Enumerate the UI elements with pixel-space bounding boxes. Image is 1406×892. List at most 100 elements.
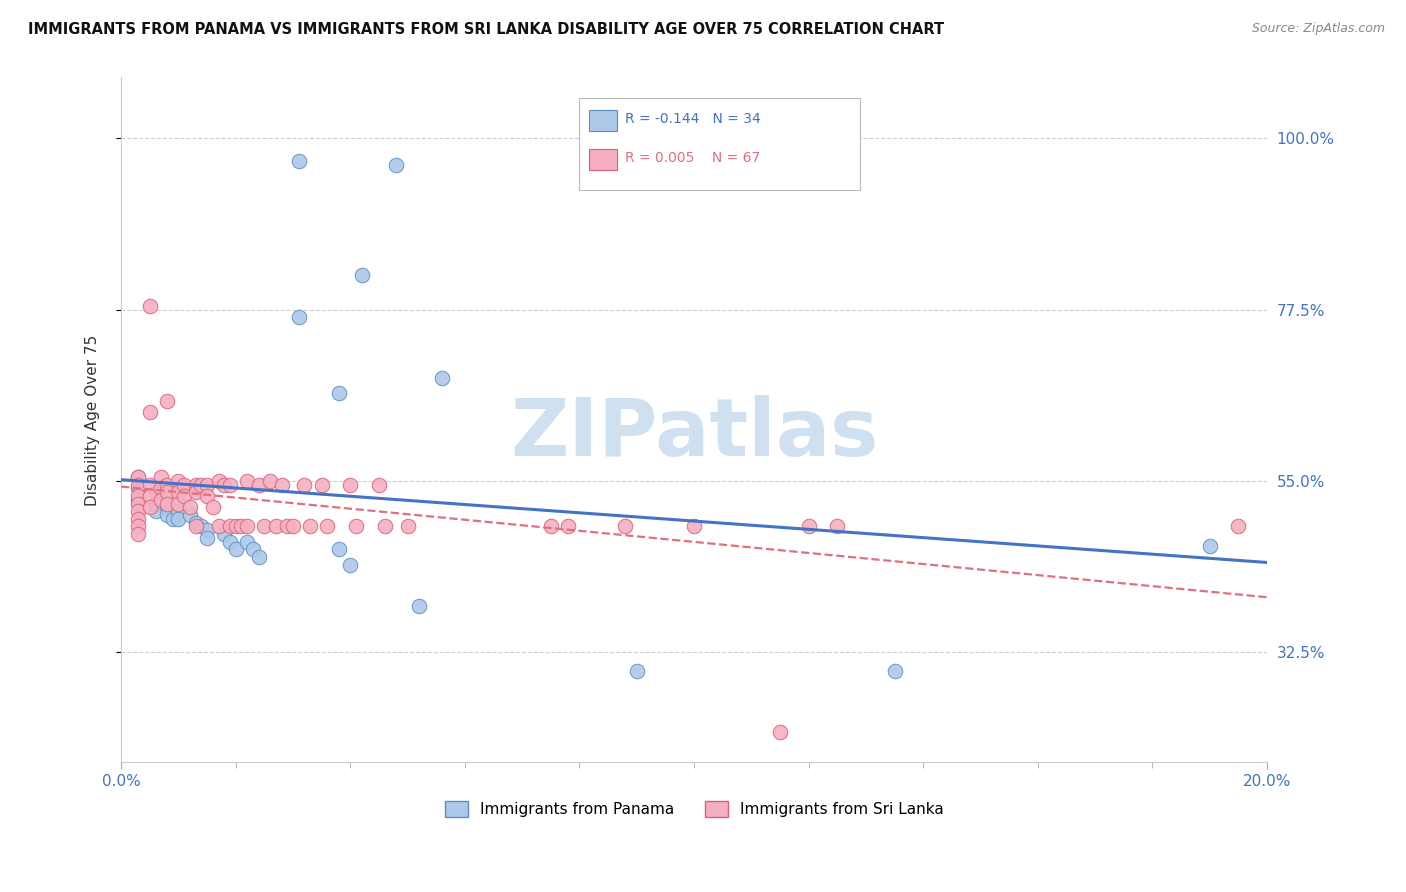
Point xyxy=(797,519,820,533)
Point xyxy=(139,500,162,515)
Point xyxy=(276,519,298,533)
Point xyxy=(374,519,396,533)
Point xyxy=(1198,539,1220,553)
Point xyxy=(156,497,179,511)
Point xyxy=(156,393,179,408)
Point xyxy=(270,477,292,491)
FancyBboxPatch shape xyxy=(589,111,617,131)
Point xyxy=(827,519,849,533)
Point xyxy=(139,477,162,491)
Point xyxy=(139,405,162,419)
Point xyxy=(173,489,195,503)
Point xyxy=(328,386,350,401)
Point xyxy=(156,485,179,500)
Point xyxy=(201,500,224,515)
Point xyxy=(167,504,190,518)
Point xyxy=(236,534,259,549)
Point xyxy=(145,485,167,500)
Point xyxy=(540,519,562,533)
Point xyxy=(396,519,419,533)
Point xyxy=(127,477,149,491)
Text: Source: ZipAtlas.com: Source: ZipAtlas.com xyxy=(1251,22,1385,36)
Point xyxy=(430,371,453,385)
Point xyxy=(127,497,149,511)
Point xyxy=(139,299,162,313)
Point xyxy=(626,664,648,678)
Point xyxy=(299,519,322,533)
Point xyxy=(167,474,190,488)
Text: R = -0.144   N = 34: R = -0.144 N = 34 xyxy=(626,112,761,126)
Point xyxy=(150,492,173,507)
Point xyxy=(127,512,149,526)
Point xyxy=(156,477,179,491)
Point xyxy=(385,158,408,172)
Point xyxy=(167,485,190,500)
Text: R = 0.005    N = 67: R = 0.005 N = 67 xyxy=(626,151,761,165)
Point xyxy=(145,497,167,511)
Point xyxy=(184,519,207,533)
Point xyxy=(214,527,236,541)
Point xyxy=(344,519,367,533)
Point xyxy=(195,489,218,503)
Point xyxy=(127,492,149,507)
Point xyxy=(127,482,149,496)
Point xyxy=(207,474,229,488)
Point xyxy=(195,477,218,491)
Point xyxy=(287,310,309,325)
Point xyxy=(184,516,207,530)
Point xyxy=(225,519,247,533)
Text: IMMIGRANTS FROM PANAMA VS IMMIGRANTS FROM SRI LANKA DISABILITY AGE OVER 75 CORRE: IMMIGRANTS FROM PANAMA VS IMMIGRANTS FRO… xyxy=(28,22,945,37)
Point xyxy=(883,664,905,678)
Point xyxy=(259,474,281,488)
Point xyxy=(316,519,339,533)
Point xyxy=(179,508,201,522)
Text: ZIPatlas: ZIPatlas xyxy=(510,394,879,473)
Point xyxy=(127,504,149,518)
Point xyxy=(179,500,201,515)
Point xyxy=(184,477,207,491)
Point xyxy=(557,519,579,533)
Point xyxy=(207,519,229,533)
Point xyxy=(408,599,430,614)
Point xyxy=(127,489,149,503)
Point xyxy=(287,154,309,169)
Point xyxy=(145,504,167,518)
Point xyxy=(339,558,361,572)
Point xyxy=(253,519,276,533)
Point xyxy=(328,542,350,557)
Point xyxy=(219,477,242,491)
Point xyxy=(150,470,173,484)
Point xyxy=(195,531,218,545)
Point xyxy=(311,477,333,491)
Point xyxy=(214,477,236,491)
Point xyxy=(231,519,253,533)
Point xyxy=(219,519,242,533)
Point xyxy=(139,489,162,503)
Point xyxy=(156,500,179,515)
Point xyxy=(683,519,706,533)
Point xyxy=(127,519,149,533)
FancyBboxPatch shape xyxy=(589,149,617,169)
Point xyxy=(127,470,149,484)
Point xyxy=(339,477,361,491)
Point xyxy=(195,524,218,538)
Point xyxy=(173,477,195,491)
Point xyxy=(162,512,184,526)
Point xyxy=(281,519,304,533)
Point xyxy=(614,519,637,533)
Legend: Immigrants from Panama, Immigrants from Sri Lanka: Immigrants from Panama, Immigrants from … xyxy=(439,795,949,823)
FancyBboxPatch shape xyxy=(579,98,860,191)
Point xyxy=(167,512,190,526)
Point xyxy=(247,549,270,564)
Point xyxy=(184,485,207,500)
Point xyxy=(190,477,212,491)
Point xyxy=(236,474,259,488)
Point xyxy=(247,477,270,491)
Point xyxy=(294,477,316,491)
Point xyxy=(156,508,179,522)
Point xyxy=(127,527,149,541)
Point xyxy=(242,542,264,557)
Point xyxy=(190,519,212,533)
Point xyxy=(150,482,173,496)
Point xyxy=(225,542,247,557)
